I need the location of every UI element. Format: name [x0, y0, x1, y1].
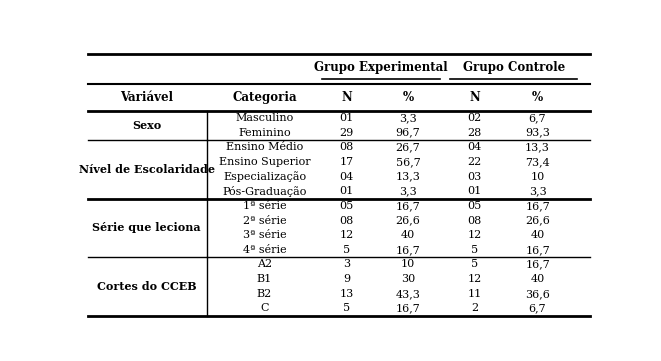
Text: 6,7: 6,7	[529, 303, 547, 313]
Text: %: %	[403, 91, 414, 104]
Text: 13: 13	[339, 289, 354, 299]
Text: 16,7: 16,7	[525, 245, 550, 255]
Text: 10: 10	[530, 171, 545, 182]
Text: 6,7: 6,7	[529, 113, 547, 123]
Text: 5: 5	[343, 245, 350, 255]
Text: Grupo Experimental: Grupo Experimental	[315, 61, 448, 74]
Text: 16,7: 16,7	[395, 245, 420, 255]
Text: 04: 04	[339, 171, 354, 182]
Text: 28: 28	[467, 128, 482, 138]
Text: 5: 5	[343, 303, 350, 313]
Text: Ensino Médio: Ensino Médio	[226, 142, 303, 152]
Text: 13,3: 13,3	[395, 171, 420, 182]
Text: 03: 03	[467, 171, 482, 182]
Text: 01: 01	[339, 113, 354, 123]
Text: %: %	[532, 91, 543, 104]
Text: 04: 04	[467, 142, 482, 152]
Text: 40: 40	[530, 230, 545, 240]
Text: 16,7: 16,7	[395, 201, 420, 211]
Text: 93,3: 93,3	[525, 128, 550, 138]
Text: 08: 08	[339, 142, 354, 152]
Text: 16,7: 16,7	[525, 201, 550, 211]
Text: Pós-Graduação: Pós-Graduação	[222, 186, 307, 197]
Text: Variável: Variável	[120, 91, 173, 104]
Text: 01: 01	[467, 186, 482, 196]
Text: Sexo: Sexo	[132, 120, 161, 131]
Text: 5: 5	[471, 260, 478, 269]
Text: 43,3: 43,3	[395, 289, 420, 299]
Text: C: C	[260, 303, 269, 313]
Text: 29: 29	[339, 128, 354, 138]
Text: 22: 22	[467, 157, 482, 167]
Text: 01: 01	[339, 186, 354, 196]
Text: 08: 08	[467, 216, 482, 226]
Text: 08: 08	[339, 216, 354, 226]
Text: 05: 05	[467, 201, 482, 211]
Text: 05: 05	[339, 201, 354, 211]
Text: 2: 2	[471, 303, 478, 313]
Text: 5: 5	[471, 245, 478, 255]
Text: 3,3: 3,3	[399, 113, 417, 123]
Text: 11: 11	[467, 289, 482, 299]
Text: 02: 02	[467, 113, 482, 123]
Text: 3,3: 3,3	[529, 186, 547, 196]
Text: Categoria: Categoria	[232, 91, 297, 104]
Text: Feminino: Feminino	[238, 128, 291, 138]
Text: 12: 12	[467, 230, 482, 240]
Text: N: N	[469, 91, 480, 104]
Text: Série que leciona: Série que leciona	[93, 222, 201, 233]
Text: Especialização: Especialização	[223, 171, 306, 182]
Text: 12: 12	[339, 230, 354, 240]
Text: 12: 12	[467, 274, 482, 284]
Text: 3ª série: 3ª série	[243, 230, 286, 240]
Text: 16,7: 16,7	[395, 303, 420, 313]
Text: 3,3: 3,3	[399, 186, 417, 196]
Text: 17: 17	[339, 157, 354, 167]
Text: A2: A2	[257, 260, 272, 269]
Text: 73,4: 73,4	[525, 157, 550, 167]
Text: 40: 40	[401, 230, 415, 240]
Text: 10: 10	[401, 260, 415, 269]
Text: Masculino: Masculino	[235, 113, 293, 123]
Text: 26,6: 26,6	[525, 216, 550, 226]
Text: Cortes do CCEB: Cortes do CCEB	[97, 281, 196, 292]
Text: 16,7: 16,7	[525, 260, 550, 269]
Text: 4ª série: 4ª série	[243, 245, 286, 255]
Text: Nível de Escolaridade: Nível de Escolaridade	[79, 164, 215, 175]
Text: 96,7: 96,7	[395, 128, 420, 138]
Text: 3: 3	[343, 260, 350, 269]
Text: 1ª série: 1ª série	[243, 201, 286, 211]
Text: 9: 9	[343, 274, 350, 284]
Text: N: N	[341, 91, 352, 104]
Text: 56,7: 56,7	[395, 157, 420, 167]
Text: 36,6: 36,6	[525, 289, 550, 299]
Text: 26,7: 26,7	[395, 142, 420, 152]
Text: B1: B1	[257, 274, 272, 284]
Text: 2ª série: 2ª série	[243, 216, 286, 226]
Text: 26,6: 26,6	[395, 216, 420, 226]
Text: Ensino Superior: Ensino Superior	[219, 157, 310, 167]
Text: 40: 40	[530, 274, 545, 284]
Text: 30: 30	[401, 274, 415, 284]
Text: B2: B2	[257, 289, 272, 299]
Text: Grupo Controle: Grupo Controle	[463, 61, 565, 74]
Text: 13,3: 13,3	[525, 142, 550, 152]
